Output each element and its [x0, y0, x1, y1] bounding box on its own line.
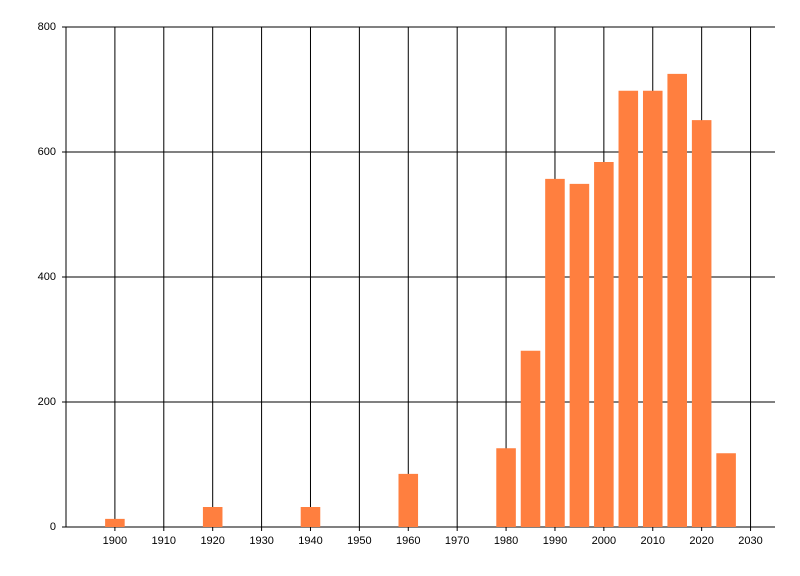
bar — [545, 178, 565, 527]
x-tick-label: 2000 — [592, 535, 616, 547]
x-tick-label: 1940 — [298, 535, 322, 547]
bar — [594, 162, 614, 527]
y-tick-label: 400 — [38, 271, 56, 283]
bar — [716, 453, 736, 527]
x-tick-label: 2030 — [738, 535, 762, 547]
x-tick-label: 2020 — [689, 535, 713, 547]
bar — [202, 507, 223, 527]
bar — [569, 183, 590, 527]
bar — [496, 448, 516, 527]
bar — [667, 73, 687, 527]
bar — [618, 90, 639, 527]
x-tick-label: 1970 — [445, 535, 469, 547]
bar — [691, 120, 712, 527]
y-tick-label: 0 — [50, 521, 56, 533]
x-tick-label: 1920 — [200, 535, 224, 547]
x-tick-label: 1900 — [103, 535, 127, 547]
bar — [520, 350, 541, 527]
x-tick-label: 1930 — [249, 535, 273, 547]
x-tick-label: 1990 — [543, 535, 567, 547]
bar — [105, 518, 125, 527]
x-tick-label: 2010 — [641, 535, 665, 547]
x-tick-label: 1980 — [494, 535, 518, 547]
bar — [642, 90, 663, 527]
x-tick-label: 1950 — [347, 535, 371, 547]
y-tick-label: 800 — [38, 21, 56, 33]
bar — [398, 473, 419, 527]
bar — [300, 507, 321, 527]
x-tick-label: 1910 — [152, 535, 176, 547]
x-tick-label: 1960 — [396, 535, 420, 547]
y-tick-label: 600 — [38, 146, 56, 158]
y-tick-label: 200 — [38, 396, 56, 408]
